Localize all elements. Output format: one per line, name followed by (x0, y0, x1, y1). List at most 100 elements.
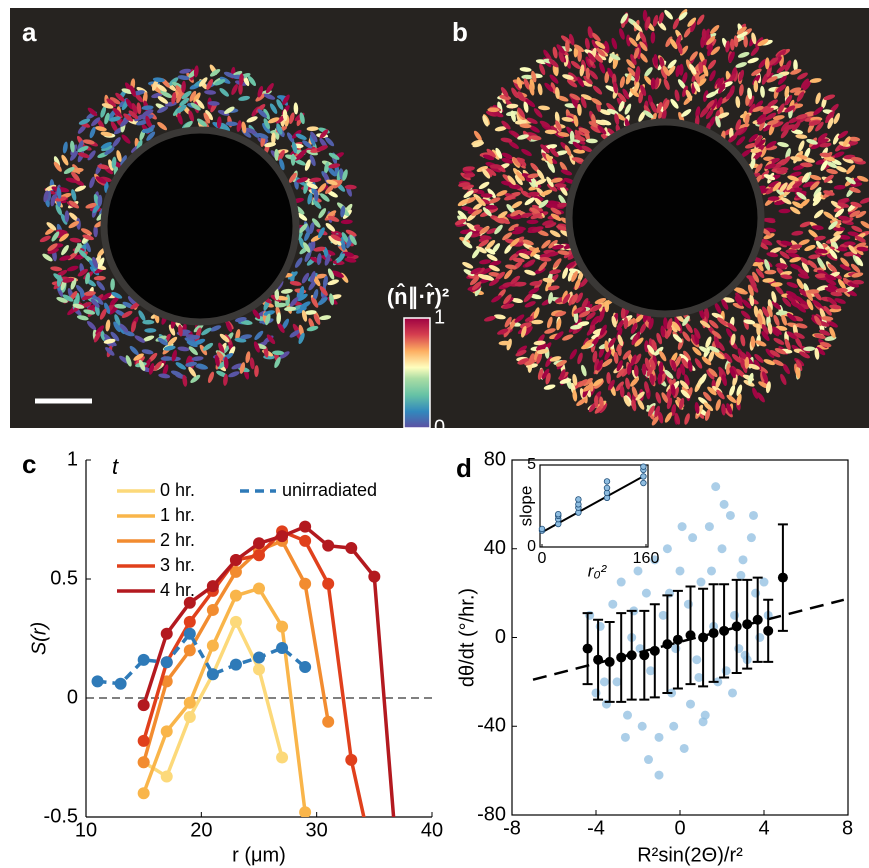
cell (306, 182, 318, 189)
cell (530, 162, 540, 173)
cell (592, 378, 604, 387)
cell (703, 402, 714, 412)
data-point (183, 696, 196, 709)
cell (620, 13, 628, 24)
cell (849, 210, 861, 218)
cell (121, 134, 131, 144)
cell (96, 280, 105, 291)
cell (847, 231, 860, 237)
cell (223, 373, 228, 386)
cell (84, 241, 91, 253)
data-point (229, 565, 242, 578)
cell (624, 103, 632, 115)
cell (69, 150, 79, 161)
cell (478, 181, 490, 190)
cell (491, 149, 500, 160)
cell (650, 77, 656, 90)
cell (611, 37, 618, 50)
cell (705, 108, 714, 120)
cell (595, 119, 607, 126)
mean-point (719, 625, 730, 636)
cell (630, 322, 638, 334)
cell (735, 62, 747, 68)
cell (504, 194, 516, 201)
scatter-point (641, 588, 651, 598)
cell (121, 88, 134, 95)
cell (469, 276, 480, 286)
cell (670, 384, 676, 397)
cell (550, 207, 562, 215)
cell (568, 72, 578, 81)
cell (323, 246, 329, 259)
cell (329, 293, 335, 306)
cell (120, 155, 127, 167)
cell (485, 110, 498, 117)
cell (178, 324, 183, 337)
cell (480, 267, 492, 275)
cell (104, 302, 111, 314)
cell (524, 269, 536, 276)
cell (612, 57, 619, 70)
cell (109, 296, 120, 306)
cell (567, 79, 578, 88)
cell (97, 247, 106, 258)
cell (93, 275, 106, 281)
cell (71, 171, 80, 182)
cell (310, 131, 318, 143)
cell (764, 269, 777, 275)
scatter-point (728, 688, 737, 698)
scatter-point (608, 599, 618, 609)
cell (476, 197, 486, 207)
cell (798, 140, 805, 152)
cell (188, 366, 197, 377)
cell (120, 117, 130, 127)
cell (46, 222, 57, 231)
cell (503, 294, 512, 305)
cell (477, 273, 490, 280)
cell (754, 353, 764, 363)
cell (760, 85, 765, 98)
cell (144, 328, 157, 333)
cell (520, 190, 532, 198)
cell (193, 92, 201, 103)
cell (204, 90, 217, 95)
cell (548, 161, 555, 173)
cell (616, 360, 623, 372)
cell (62, 277, 75, 283)
cell (751, 261, 764, 267)
cell (659, 56, 665, 69)
cell (236, 120, 242, 133)
cell (679, 380, 689, 390)
data-point (160, 627, 173, 640)
cell (809, 78, 822, 83)
cell (843, 241, 856, 247)
cell (328, 235, 338, 245)
data-point (276, 530, 289, 543)
legend-label: 3 hr. (160, 555, 195, 575)
x-axis-title: R²sin(2Θ)/r² (637, 844, 743, 866)
cell (544, 82, 554, 92)
cell (157, 337, 168, 346)
cell (516, 77, 523, 89)
x-tick-label: -8 (503, 817, 521, 839)
cell (757, 39, 769, 46)
panel-label: c (22, 449, 36, 479)
cell (664, 369, 674, 379)
cell (633, 364, 639, 377)
cell (698, 346, 710, 354)
cell (670, 98, 679, 109)
cell (209, 68, 221, 77)
y-tick-label: -40 (477, 715, 506, 737)
cell (317, 183, 327, 193)
cell (68, 200, 80, 209)
cell (228, 371, 240, 378)
cell (111, 291, 123, 299)
cell (809, 174, 822, 181)
cell (313, 189, 319, 202)
cell (801, 172, 810, 183)
inset-y-tick-label: 5 (527, 456, 536, 473)
cell (479, 226, 490, 234)
cell (486, 168, 497, 176)
data-point (253, 651, 265, 664)
cell (763, 217, 776, 224)
